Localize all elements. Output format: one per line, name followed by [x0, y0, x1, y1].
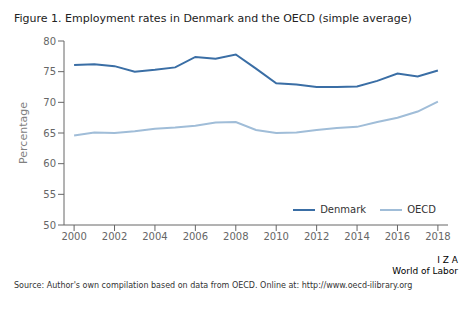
- svg-text:2012: 2012: [304, 231, 329, 242]
- html-text:Denmark: Denmark: [320, 204, 367, 215]
- html-text:Figure 1. Employment rates in: Figure 1. Employment rates in Denmark an…: [14, 12, 412, 25]
- svg-text:2016: 2016: [385, 231, 410, 242]
- svg-text:2010: 2010: [263, 231, 288, 242]
- svg-text:2014: 2014: [344, 231, 369, 242]
- svg-text:50: 50: [43, 220, 56, 231]
- svg-text:2006: 2006: [183, 231, 208, 242]
- svg-text:2002: 2002: [102, 231, 127, 242]
- html-text:I Z A: I Z A: [437, 255, 458, 265]
- svg-text:2004: 2004: [142, 231, 167, 242]
- svg-text:2000: 2000: [61, 231, 86, 242]
- svg-text:2008: 2008: [223, 231, 248, 242]
- html-text:OECD: OECD: [407, 204, 436, 215]
- svg-text:70: 70: [43, 97, 56, 108]
- svg-text:75: 75: [43, 66, 56, 77]
- html-text:World of Labor: World of Labor: [392, 266, 458, 276]
- svg-text:55: 55: [43, 189, 56, 200]
- svg-text:2018: 2018: [425, 231, 450, 242]
- html-text:Source: Author's own compilati: Source: Author's own compilation based o…: [14, 281, 413, 290]
- svg-text:Percentage: Percentage: [17, 102, 30, 164]
- svg-text:65: 65: [43, 128, 56, 139]
- svg-text:80: 80: [43, 36, 56, 47]
- svg-text:60: 60: [43, 158, 56, 169]
